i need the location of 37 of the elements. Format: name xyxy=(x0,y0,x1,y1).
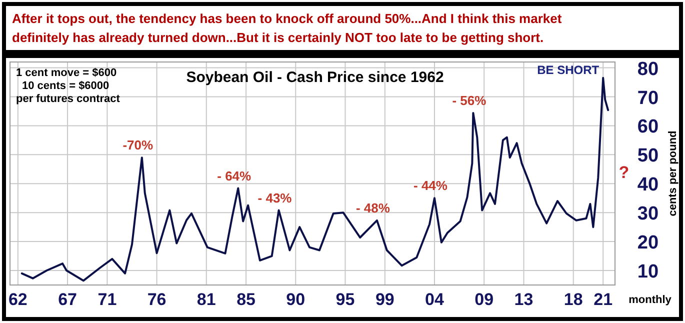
annotation: - 44% xyxy=(414,178,448,194)
x-tick-label: 85 xyxy=(236,290,256,309)
x-tick-label: 67 xyxy=(58,290,77,309)
y-tick-label: 60 xyxy=(637,116,659,138)
y-tick-label: 50 xyxy=(637,146,659,167)
y-tick-label: 80 xyxy=(637,58,659,80)
y-tick-label: 10 xyxy=(637,262,659,283)
x-tick-label: 09 xyxy=(474,290,494,309)
x-tick-label: 81 xyxy=(196,290,216,309)
chart-subtitle: After it tops out, the tendency has been to knock off around 50%...And I think this market definitely has already turned down...But it is certainly NOT too late to be getting short. xyxy=(12,11,562,45)
x-tick-label: 76 xyxy=(147,290,166,309)
y-tick-label: 40 xyxy=(637,174,659,196)
y-tick-label: 20 xyxy=(637,232,659,254)
annotation: BE SHORT xyxy=(537,63,600,77)
x-axis-title: monthly xyxy=(628,294,672,306)
annotation: - 64% xyxy=(217,168,252,184)
annotation: -70% xyxy=(122,138,154,153)
x-tick-label: 04 xyxy=(425,290,444,309)
x-tick-label: 62 xyxy=(8,290,28,309)
annotation: - 48% xyxy=(356,200,390,216)
y-tick-label: 30 xyxy=(637,204,659,225)
text: ? xyxy=(618,162,630,182)
y-tick-label: 70 xyxy=(637,88,659,109)
x-tick-label: 21 xyxy=(594,290,613,309)
annotation: 10 cents = $6000 xyxy=(22,80,110,92)
x-tick-label: 95 xyxy=(336,290,355,309)
annotation: - 56% xyxy=(452,92,487,108)
text: Soybean Oil - Cash Price since 1962 xyxy=(186,69,444,86)
annotation: 1 cent move = $600 xyxy=(16,67,117,79)
y-axis-title: cents per pound xyxy=(667,130,679,216)
x-tick-label: 90 xyxy=(286,290,306,309)
x-tick-label: 13 xyxy=(514,290,534,309)
x-tick-label: 18 xyxy=(564,290,583,309)
annotation: per futures contract xyxy=(16,93,120,105)
x-tick-label: 71 xyxy=(98,290,117,309)
x-tick-label: 99 xyxy=(375,290,394,309)
annotation: - 43% xyxy=(258,190,292,206)
